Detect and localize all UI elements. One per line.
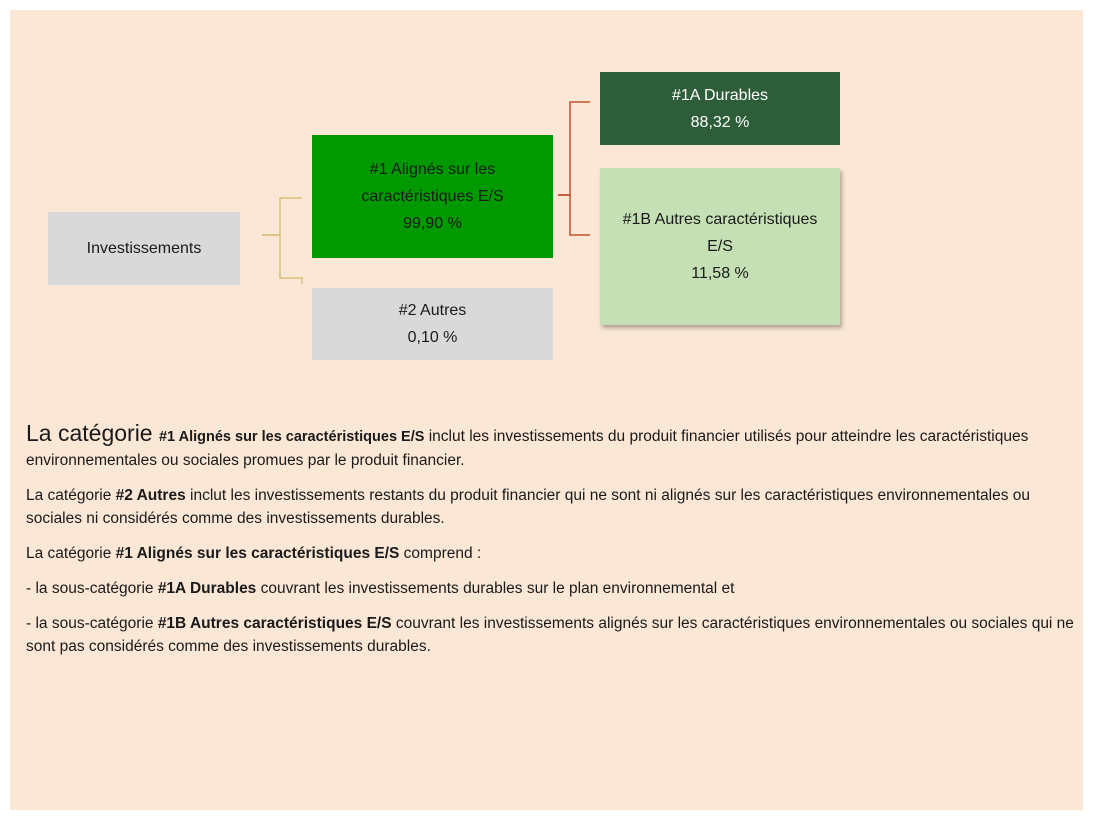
node-value: 0,10 %	[407, 329, 458, 346]
node: #1A Durables 88,32 %	[600, 72, 840, 145]
paragraph: - la sous-catégorie #1A Durables couvran…	[26, 577, 1076, 600]
bold-text: #2 Autres	[115, 487, 186, 504]
text: comprend :	[399, 545, 482, 562]
bold-text: #1A Durables	[157, 580, 257, 597]
connectors	[262, 101, 590, 284]
panel: Investissements #1 Alignés sur les carac…	[10, 10, 1083, 810]
node-value: 11,58 %	[691, 265, 749, 282]
text: La catégorie	[26, 487, 116, 504]
text: couvrant les investissements alignés sur…	[26, 615, 1074, 655]
bold-text: #1B Autres caractéristiques E/S	[157, 615, 392, 632]
description: La catégorie #1 Alignés sur les caractér…	[26, 422, 1076, 670]
text: inclut les investissements du produit fi…	[26, 428, 1029, 469]
text: - la sous-catégorie	[26, 580, 158, 597]
text: couvrant les investissements durables su…	[256, 580, 735, 597]
node: Investissements	[48, 212, 240, 285]
bold-text: #1 Alignés sur les caractéristiques E/S	[158, 429, 425, 445]
text: inclut les investissements restants du p…	[26, 487, 1031, 527]
connector	[262, 234, 303, 284]
paragraph: - la sous-catégorie #1B Autres caractéri…	[26, 612, 1076, 658]
node-label: #1 Alignés sur les caractéristiques E/S	[361, 161, 504, 205]
node-label: #2 Autres	[398, 302, 467, 319]
node-label: #1A Durables	[671, 86, 769, 104]
node-label: Investissements	[86, 240, 202, 257]
node-value: 88,32 %	[690, 113, 750, 131]
text: - la sous-catégorie	[26, 615, 158, 632]
paragraph: La catégorie #1 Alignés sur les caractér…	[26, 542, 1076, 565]
connector	[558, 101, 590, 196]
bold-text: #1 Alignés sur les caractéristiques E/S	[115, 545, 400, 562]
node: #2 Autres 0,10 %	[312, 288, 553, 360]
connector	[558, 194, 590, 236]
text: La catégorie	[26, 420, 159, 446]
node-value: 99,90 %	[403, 215, 462, 232]
connector	[262, 197, 302, 236]
paragraph: La catégorie #1 Alignés sur les caractér…	[26, 422, 1076, 472]
node: #1B Autres caractéristiques E/S 11,58 %	[600, 168, 840, 325]
node: #1 Alignés sur les caractéristiques E/S 9…	[312, 135, 553, 258]
text: La catégorie	[26, 545, 116, 562]
node-label: #1B Autres caractéristiques E/S	[622, 211, 818, 255]
paragraph: La catégorie #2 Autres inclut les invest…	[26, 484, 1076, 530]
